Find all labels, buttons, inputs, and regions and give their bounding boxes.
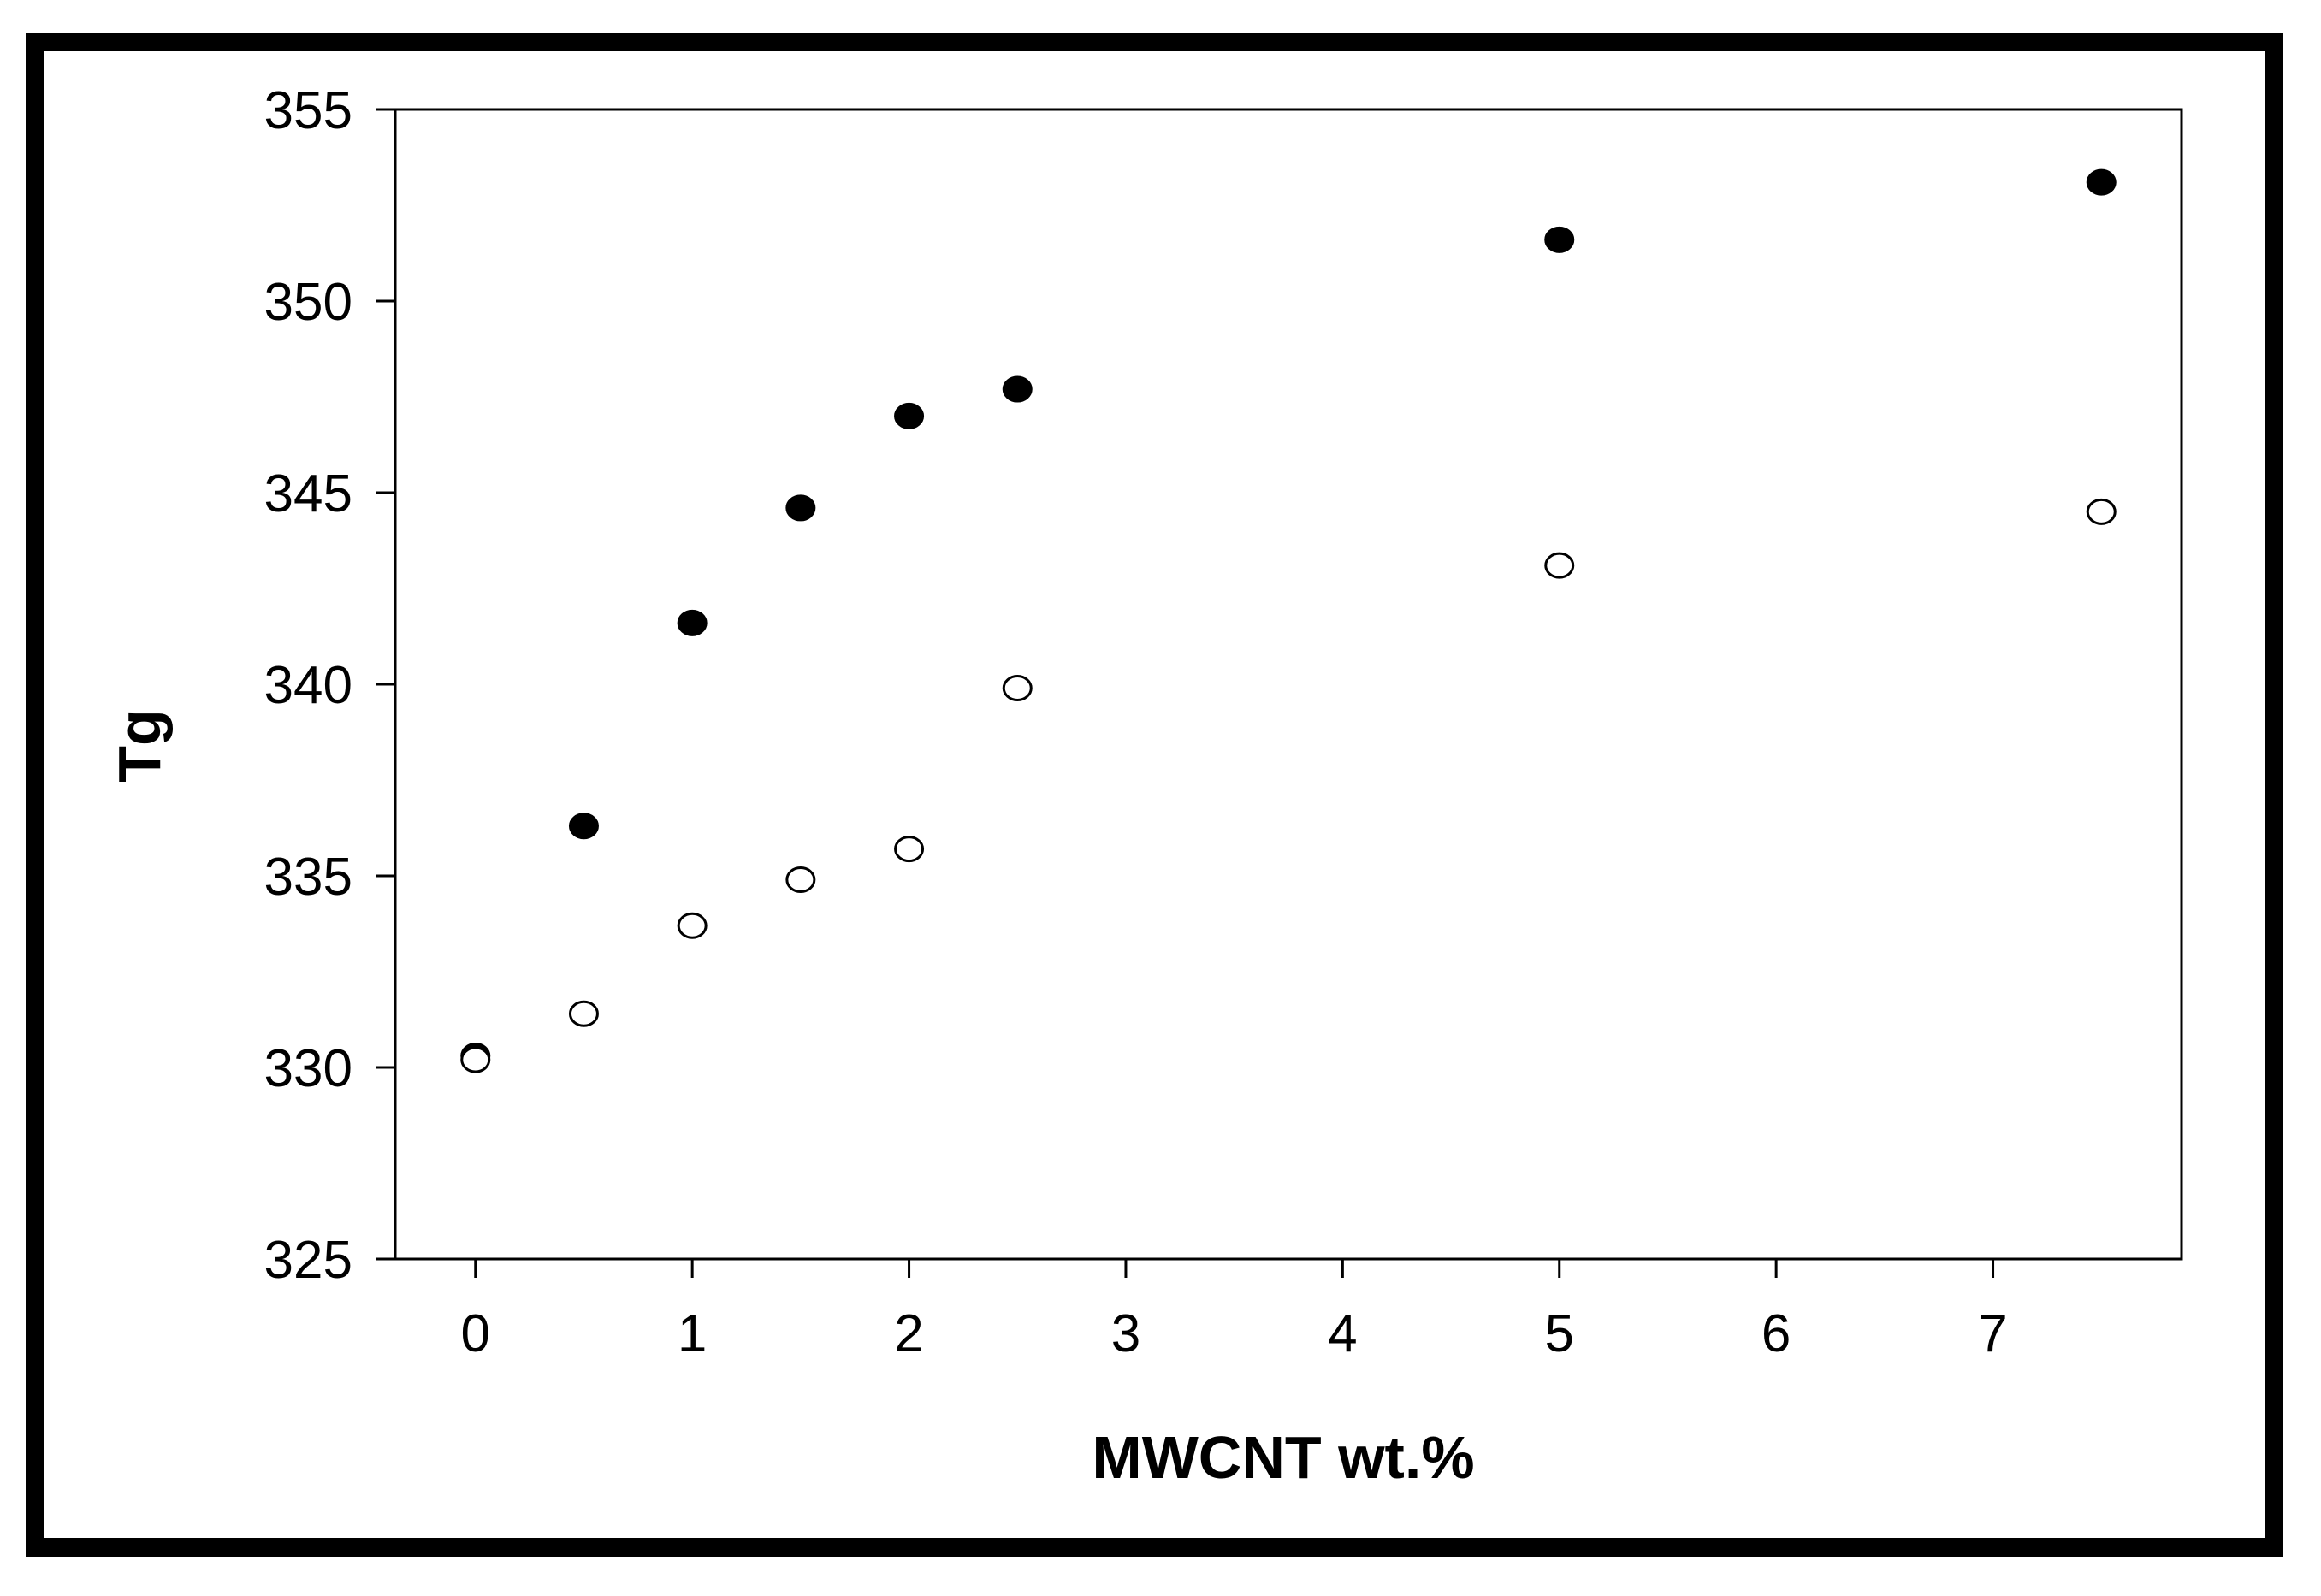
x-tick-label: 4 bbox=[1328, 1304, 1357, 1363]
series-1 bbox=[460, 168, 2117, 1070]
x-tick-label: 1 bbox=[678, 1304, 707, 1363]
open-point bbox=[568, 1000, 599, 1027]
x-tick-label: 2 bbox=[894, 1304, 923, 1363]
filled-point bbox=[785, 494, 816, 522]
x-tick-label: 6 bbox=[1761, 1304, 1791, 1363]
open-point bbox=[677, 912, 708, 939]
filled-point bbox=[894, 402, 925, 429]
open-point bbox=[2086, 498, 2117, 525]
filled-point bbox=[568, 813, 599, 840]
x-tick-label: 7 bbox=[1978, 1304, 2007, 1363]
y-tick-label: 340 bbox=[264, 656, 352, 715]
filled-point bbox=[1544, 226, 1575, 253]
open-point bbox=[894, 836, 925, 863]
x-tick-label: 3 bbox=[1111, 1304, 1140, 1363]
x-axis: 0 1 2 3 4 5 6 7 bbox=[461, 1259, 2008, 1363]
y-axis: 325 330 335 340 345 350 355 bbox=[264, 81, 395, 1290]
filled-point bbox=[1002, 375, 1033, 403]
figure-frame bbox=[26, 33, 2283, 1557]
x-axis-title: MWCNT wt.% bbox=[1092, 1424, 1474, 1491]
x-tick-label: 0 bbox=[461, 1304, 490, 1363]
y-axis-title: Tg bbox=[106, 709, 173, 783]
series-2 bbox=[460, 498, 2117, 1073]
open-point bbox=[1544, 552, 1575, 579]
y-tick-label: 355 bbox=[264, 81, 352, 140]
y-tick-label: 335 bbox=[264, 848, 352, 907]
x-tick-label: 5 bbox=[1545, 1304, 1574, 1363]
y-tick-label: 325 bbox=[264, 1231, 352, 1290]
open-point bbox=[1002, 674, 1033, 701]
open-point bbox=[785, 866, 816, 893]
y-tick-label: 345 bbox=[264, 464, 352, 523]
filled-point bbox=[2086, 168, 2117, 196]
filled-point bbox=[677, 609, 708, 636]
y-tick-label: 350 bbox=[264, 273, 352, 332]
plot-area bbox=[394, 108, 2183, 1261]
y-tick-label: 330 bbox=[264, 1039, 352, 1098]
data-series bbox=[460, 168, 2117, 1073]
open-point bbox=[460, 1046, 491, 1073]
